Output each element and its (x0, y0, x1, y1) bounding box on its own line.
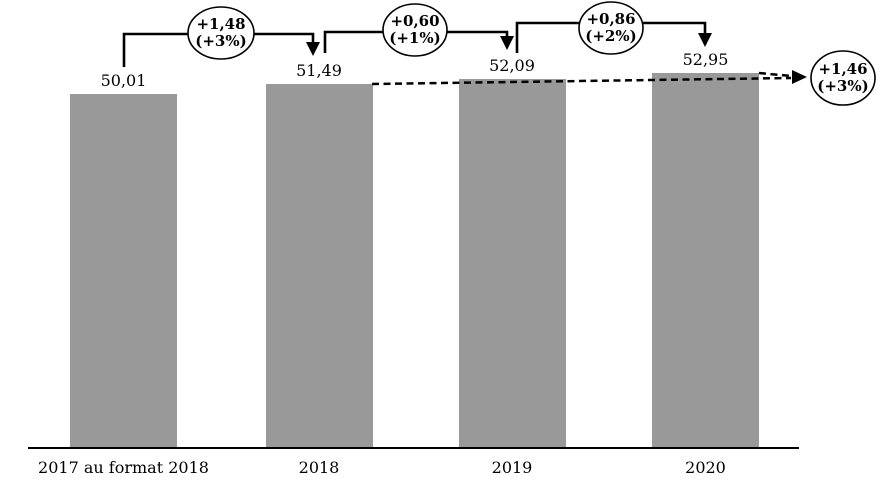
annotation-oval-2 (382, 3, 448, 57)
bracket-arrow-1-arrowhead-icon (306, 42, 320, 56)
bracket-arrow-3-arrowhead-icon (698, 33, 712, 47)
annotation-oval-4 (810, 50, 876, 106)
dashed-line-2018-level (371, 76, 792, 86)
annotation-oval-3 (578, 1, 644, 55)
bracket-arrow-2-arrowhead-icon (500, 36, 514, 50)
bar-value-label: 52,95 (682, 50, 729, 69)
x-axis-label: 2020 (685, 458, 726, 477)
bar-value-label: 51,49 (296, 61, 342, 80)
bar-2018 (265, 84, 373, 448)
bar-2019 (458, 79, 566, 448)
x-axis-label: 2017 au format 2018 (38, 458, 209, 477)
bar-value-label: 52,09 (489, 56, 535, 75)
bar-value-label: 50,01 (100, 71, 147, 90)
x-axis-label: 2019 (491, 458, 533, 477)
annotation-oval-1 (187, 6, 255, 60)
x-axis-label: 2018 (298, 458, 340, 477)
bar-2017 au format 2018 (70, 94, 177, 448)
bar-2020 (652, 73, 759, 448)
dashed-line-2020-top (758, 71, 792, 78)
dashed-arrowhead-icon (792, 70, 807, 84)
